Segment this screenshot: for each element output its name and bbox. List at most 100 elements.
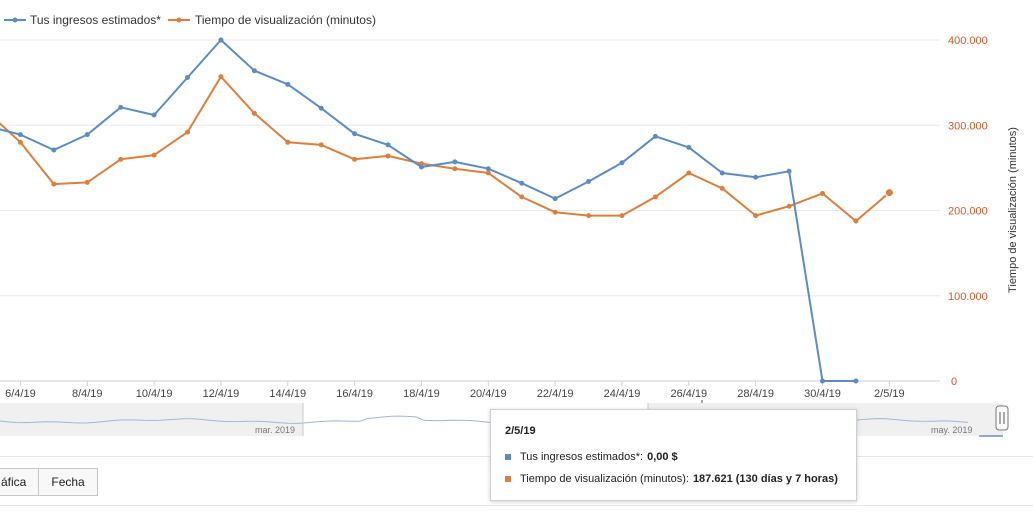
x-tick-label: 22/4/19 <box>537 388 574 400</box>
data-point-tiempo[interactable] <box>786 203 792 209</box>
y-tick-label: 200.000 <box>948 206 988 218</box>
data-point-ingresos[interactable] <box>185 75 191 81</box>
data-point-ingresos[interactable] <box>84 132 90 138</box>
tooltip-row-tiempo: Tiempo de visualización (minutos): 187.6… <box>505 473 838 485</box>
navigator-handle[interactable] <box>995 405 1009 431</box>
x-tick-label: 20/4/19 <box>470 388 507 400</box>
x-tick-label: 6/4/19 <box>5 388 36 400</box>
date-button[interactable]: Fecha <box>39 468 98 496</box>
navigator-label-may: may. 2019 <box>931 425 972 435</box>
data-point-ingresos[interactable] <box>318 105 324 111</box>
tooltip-date: 2/5/19 <box>505 425 536 437</box>
x-tick-label: 18/4/19 <box>403 388 440 400</box>
data-point-tiempo[interactable] <box>185 129 191 135</box>
data-point-ingresos[interactable] <box>17 132 23 138</box>
data-point-ingresos[interactable] <box>552 196 558 202</box>
data-point-tiempo[interactable] <box>884 188 894 198</box>
x-tick-label: 10/4/19 <box>136 388 173 400</box>
tooltip-row-ingresos: Tus ingresos estimados*: 0,00 $ <box>505 451 678 463</box>
data-point-ingresos[interactable] <box>786 168 792 174</box>
legend-item-tiempo[interactable]: Tiempo de visualización (minutos) <box>168 13 376 27</box>
data-point-tiempo[interactable] <box>753 213 759 219</box>
x-tick-label: 24/4/19 <box>604 388 641 400</box>
data-point-ingresos[interactable] <box>719 170 725 176</box>
view-toggle: áfica Fecha <box>0 468 98 496</box>
data-point-tiempo[interactable] <box>619 213 625 219</box>
data-point-ingresos[interactable] <box>452 159 458 165</box>
data-point-ingresos[interactable] <box>619 160 625 166</box>
data-point-tiempo[interactable] <box>519 194 525 200</box>
data-point-tiempo[interactable] <box>552 209 558 215</box>
data-point-ingresos[interactable] <box>586 179 592 185</box>
y-axis-right: 0 100.000 200.000 300.000 400.000 <box>948 35 988 388</box>
data-point-ingresos[interactable] <box>218 37 224 43</box>
data-point-ingresos[interactable] <box>151 112 157 118</box>
x-tick-label: 14/4/19 <box>269 388 306 400</box>
tooltip-ingresos-value: 0,00 $ <box>647 451 678 463</box>
data-point-ingresos[interactable] <box>853 378 859 384</box>
series-points[interactable] <box>0 37 894 384</box>
data-point-ingresos[interactable] <box>352 131 358 137</box>
y-axis-title: Tiempo de visualización (minutos) <box>1007 127 1019 293</box>
data-point-tiempo[interactable] <box>652 194 658 200</box>
series-color-square-icon <box>505 476 511 482</box>
series-color-square-icon <box>505 454 511 460</box>
data-point-ingresos[interactable] <box>652 133 658 139</box>
legend-label-ingresos: Tus ingresos estimados* <box>30 13 161 27</box>
data-point-tiempo[interactable] <box>251 110 257 116</box>
x-tick-label: 12/4/19 <box>203 388 240 400</box>
x-axis: 6/4/19 8/4/19 10/4/19 12/4/19 14/4/19 16/4/19… <box>5 381 905 400</box>
tooltip: 2/5/19 Tus ingresos estimados*: 0,00 $ T… <box>490 409 857 501</box>
y-tick-label: 400.000 <box>948 35 988 47</box>
tooltip-tiempo-label: Tiempo de visualización (minutos): <box>520 473 689 485</box>
gridlines <box>0 39 940 382</box>
data-point-tiempo[interactable] <box>686 170 692 176</box>
data-point-tiempo[interactable] <box>218 74 224 80</box>
legend-item-ingresos[interactable]: Tus ingresos estimados* <box>4 13 161 27</box>
data-point-tiempo[interactable] <box>17 139 23 145</box>
y-tick-label: 100.000 <box>948 291 988 303</box>
data-point-ingresos[interactable] <box>753 174 759 180</box>
data-point-tiempo[interactable] <box>452 166 458 172</box>
data-point-tiempo[interactable] <box>385 153 391 159</box>
data-point-tiempo[interactable] <box>853 218 859 224</box>
series-line-tiempo <box>0 75 890 223</box>
legend-label-tiempo: Tiempo de visualización (minutos) <box>195 13 376 27</box>
data-point-tiempo[interactable] <box>285 139 291 145</box>
data-point-tiempo[interactable] <box>485 170 491 176</box>
divider-bottom <box>0 505 1033 506</box>
data-point-tiempo[interactable] <box>118 156 124 162</box>
x-tick-label: 16/4/19 <box>336 388 373 400</box>
data-point-tiempo[interactable] <box>719 185 725 191</box>
data-point-tiempo[interactable] <box>352 156 358 162</box>
data-point-tiempo[interactable] <box>151 152 157 158</box>
data-point-tiempo[interactable] <box>586 213 592 219</box>
y-tick-label: 0 <box>951 376 957 388</box>
x-tick-label: 2/5/19 <box>874 388 905 400</box>
tooltip-ingresos-label: Tus ingresos estimados*: <box>520 451 644 463</box>
data-point-ingresos[interactable] <box>519 180 525 186</box>
data-point-tiempo[interactable] <box>820 190 825 196</box>
legend[interactable]: Tus ingresos estimados* Tiempo de visual… <box>4 13 376 27</box>
data-point-ingresos[interactable] <box>686 144 692 150</box>
data-point-tiempo[interactable] <box>51 181 57 187</box>
data-point-ingresos[interactable] <box>285 81 291 87</box>
x-tick-label: 28/4/19 <box>737 388 774 400</box>
data-point-ingresos[interactable] <box>385 142 391 148</box>
tooltip-tiempo-value: 187.621 (130 días y 7 horas) <box>692 473 838 485</box>
data-point-ingresos[interactable] <box>118 104 124 110</box>
data-point-ingresos[interactable] <box>251 68 257 74</box>
data-point-ingresos[interactable] <box>51 147 57 153</box>
x-tick-label: 26/4/19 <box>670 388 707 400</box>
x-tick-label: 8/4/19 <box>72 388 103 400</box>
navigator-label-mar: mar. 2019 <box>255 425 295 435</box>
y-tick-label: 300.000 <box>948 120 988 132</box>
data-point-tiempo[interactable] <box>84 179 90 185</box>
data-point-ingresos[interactable] <box>820 378 825 384</box>
chart-view-button[interactable]: áfica <box>0 468 40 496</box>
data-point-tiempo[interactable] <box>318 142 324 148</box>
x-tick-label: 30/4/19 <box>804 388 841 400</box>
data-point-ingresos[interactable] <box>418 164 424 170</box>
data-point-ingresos[interactable] <box>485 166 491 172</box>
line-chart: Tus ingresos estimados* Tiempo de visual… <box>0 13 1019 437</box>
